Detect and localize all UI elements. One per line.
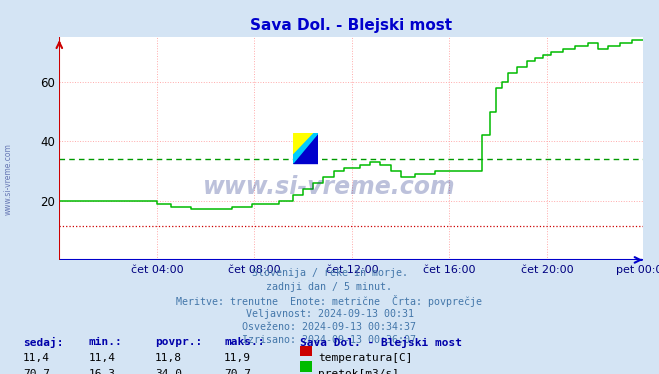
- Text: pretok[m3/s]: pretok[m3/s]: [318, 369, 399, 374]
- Text: sedaj:: sedaj:: [23, 337, 63, 348]
- Text: 70,7: 70,7: [224, 369, 251, 374]
- Text: 70,7: 70,7: [23, 369, 50, 374]
- Polygon shape: [293, 133, 318, 163]
- Title: Sava Dol. - Blejski most: Sava Dol. - Blejski most: [250, 18, 452, 33]
- Text: Meritve: trenutne  Enote: metrične  Črta: povprečje: Meritve: trenutne Enote: metrične Črta: …: [177, 295, 482, 307]
- Text: www.si-vreme.com: www.si-vreme.com: [4, 144, 13, 215]
- Text: povpr.:: povpr.:: [155, 337, 202, 347]
- Text: temperatura[C]: temperatura[C]: [318, 353, 413, 363]
- Text: 11,9: 11,9: [224, 353, 251, 363]
- Polygon shape: [293, 133, 318, 163]
- Text: Slovenija / reke in morje.: Slovenija / reke in morje.: [252, 268, 407, 278]
- Text: www.si-vreme.com: www.si-vreme.com: [203, 175, 456, 199]
- Text: maks.:: maks.:: [224, 337, 264, 347]
- Text: Osveženo: 2024-09-13 00:34:37: Osveženo: 2024-09-13 00:34:37: [243, 322, 416, 332]
- Text: 11,8: 11,8: [155, 353, 182, 363]
- Polygon shape: [293, 133, 318, 163]
- Text: 11,4: 11,4: [23, 353, 50, 363]
- Text: min.:: min.:: [89, 337, 123, 347]
- Text: 34,0: 34,0: [155, 369, 182, 374]
- Text: Veljavnost: 2024-09-13 00:31: Veljavnost: 2024-09-13 00:31: [246, 309, 413, 319]
- Text: Izrisano: 2024-09-13 00:36:07: Izrisano: 2024-09-13 00:36:07: [243, 335, 416, 346]
- Text: 16,3: 16,3: [89, 369, 116, 374]
- Text: 11,4: 11,4: [89, 353, 116, 363]
- Text: Sava Dol. - Blejski most: Sava Dol. - Blejski most: [300, 337, 462, 348]
- Text: zadnji dan / 5 minut.: zadnji dan / 5 minut.: [266, 282, 393, 292]
